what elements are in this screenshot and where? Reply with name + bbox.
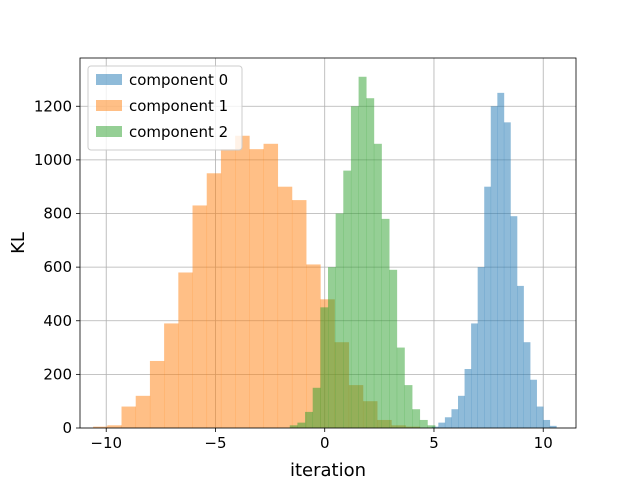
x-tick-label: 10 [534,434,553,452]
histogram-bar [93,426,108,428]
histogram-bar [305,411,314,428]
y-tick-label: 400 [43,312,72,330]
histogram-bar [490,106,498,429]
histogram-bar [510,216,518,428]
histogram-bar [543,419,551,428]
histogram-bar [121,406,137,428]
histogram-bar [396,347,405,428]
histogram-bar [328,267,336,428]
legend-swatch [96,126,122,137]
histogram-bar [477,267,485,428]
histogram-bar [412,409,421,428]
histogram-bar [419,419,428,428]
x-tick-label: −5 [204,434,226,452]
x-tick-label: 0 [320,434,330,452]
histogram-bar [192,205,208,428]
legend-label: component 2 [129,123,228,141]
histogram-bar [291,200,307,428]
histogram-bar [306,264,321,428]
histogram-bar [503,122,511,428]
histogram-bar [289,425,298,428]
histogram-bar [178,272,193,428]
histogram-bar [263,143,279,428]
histogram-bar [381,218,390,428]
x-axis-label: iteration [290,460,366,480]
histogram-bar [366,98,375,428]
legend-swatch [96,74,122,85]
histogram-bar [350,106,359,429]
histogram-bar [164,323,179,428]
histogram-bar [517,285,524,428]
histogram-bar [312,387,321,428]
legend-label: component 0 [129,71,228,89]
histogram-bar [464,369,472,428]
series-0 [431,92,557,429]
histogram-bar [530,379,537,428]
histogram-bar [536,406,544,428]
histogram-bar [427,425,436,428]
histogram-bar [149,360,165,428]
legend-swatch [96,100,122,111]
histogram-bar [220,149,236,428]
histogram-bar [389,269,398,428]
histogram-bar [107,425,122,428]
histogram-bar [497,92,505,428]
histogram-bar [277,186,293,428]
histogram-bar [471,323,478,428]
x-tick-label: 5 [429,434,439,452]
histogram-bar [404,385,413,428]
histogram-bar [358,76,367,428]
histogram-bar [297,422,306,428]
plot-frame [79,57,577,429]
histogram-bar [438,422,446,428]
histogram-bar [451,409,459,428]
histogram-bar [373,143,382,428]
histogram-bar [458,395,465,428]
y-tick-label: 200 [43,365,72,383]
y-tick-label: 800 [43,205,72,223]
legend-label: component 1 [129,97,228,115]
histogram-bar [549,425,557,428]
histogram-bar [343,170,352,428]
histogram-bar [235,135,250,429]
legend-box [87,65,243,151]
y-tick-label: 1000 [34,151,72,169]
histogram-bar [320,307,329,428]
histogram-bar [335,213,344,428]
y-tick-label: 600 [43,258,72,276]
series-2 [289,76,436,429]
histogram-bar [249,149,264,428]
histogram-bar [523,342,531,428]
ticks: −10 −5 0 5 10 0 200 400 600 800 1000 1200 [34,97,553,452]
y-tick-label: 1200 [34,97,72,115]
histogram-bar [206,173,222,428]
y-axis-label: KL [8,232,29,254]
bars [93,76,557,429]
histogram-bar [484,186,492,428]
y-tick-label: 0 [62,419,72,437]
histogram-bar [444,417,452,428]
legend: component 0 component 1 component 2 [87,65,243,151]
histogram-bar [135,395,151,428]
x-tick-label: −10 [90,434,122,452]
